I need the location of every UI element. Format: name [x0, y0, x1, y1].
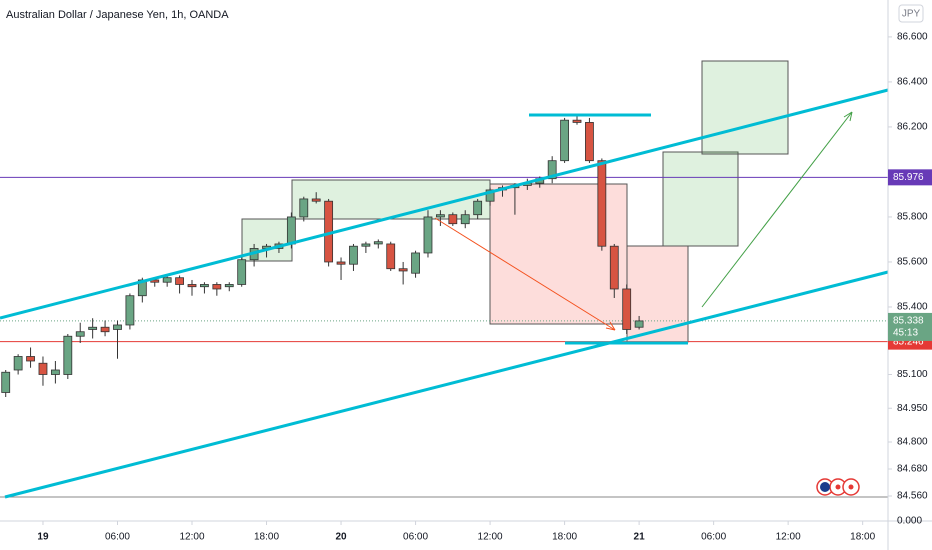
- candle-body: [361, 243, 371, 247]
- candle-body: [311, 198, 321, 202]
- y-tick-label: 84.680: [897, 464, 928, 475]
- candle-body: [560, 119, 569, 162]
- candle-body: [75, 331, 85, 337]
- x-tick-label: 06:00: [701, 532, 726, 543]
- candle-body: [572, 119, 582, 123]
- price-label-bg: [888, 169, 932, 186]
- currency-label[interactable]: JPY: [902, 9, 921, 20]
- candle-body: [336, 261, 346, 265]
- candle-body: [423, 216, 433, 254]
- candle-body: [100, 326, 110, 333]
- candle-body: [435, 214, 445, 218]
- price-label: 85.246: [893, 336, 924, 347]
- x-tick-label: 20: [335, 532, 347, 543]
- y-tick-label: 86.200: [897, 122, 928, 133]
- y-tick-label: 85.400: [897, 302, 928, 313]
- candle-body: [125, 295, 135, 326]
- rectangle: [701, 60, 789, 155]
- candle-body: [448, 214, 458, 225]
- candle-body: [63, 335, 73, 375]
- candle-body: [634, 320, 644, 328]
- overlay-drawings: [0, 88, 889, 499]
- candle-body: [597, 160, 607, 247]
- candle-body: [473, 200, 483, 216]
- candle-body: [162, 277, 172, 283]
- icon: [820, 482, 830, 492]
- candle-body: [26, 356, 35, 362]
- x-tick-label: 19: [37, 532, 49, 543]
- rectangle: [662, 151, 739, 247]
- candle-body: [200, 284, 209, 288]
- x-tick-label: 12:00: [179, 532, 204, 543]
- candle-body: [237, 259, 247, 285]
- candle-body: [609, 245, 619, 290]
- candle-body: [224, 284, 234, 288]
- y-tick-label: 86.400: [897, 77, 928, 88]
- countdown-label: 45:13: [893, 328, 918, 339]
- candle-body: [547, 160, 557, 180]
- candle-body: [187, 284, 197, 288]
- arrow: [434, 217, 616, 331]
- candle-body: [411, 252, 420, 274]
- candle-body: [585, 122, 594, 162]
- x-tick-label: 18:00: [552, 532, 577, 543]
- rectangle: [489, 183, 628, 325]
- channel-line: [4, 270, 889, 499]
- last-price-bg: [888, 312, 932, 341]
- x-tick-label: 18:00: [254, 532, 279, 543]
- y-tick-label: 84.800: [897, 437, 928, 448]
- candle-body: [349, 245, 358, 265]
- candle-body: [386, 243, 396, 270]
- x-tick-label: 12:00: [478, 532, 503, 543]
- candle-body: [398, 268, 408, 272]
- y-axis-label: 0.000: [897, 516, 922, 527]
- currency-button[interactable]: [898, 4, 924, 23]
- y-tick-label: 85.800: [897, 212, 928, 223]
- candle-body: [175, 277, 184, 285]
- y-tick-label: 84.950: [897, 403, 928, 414]
- candle-body: [50, 369, 60, 375]
- candle-body: [299, 198, 309, 218]
- arrow-head: [843, 111, 853, 122]
- candle-body: [113, 324, 122, 330]
- price-label: 85.976: [893, 172, 924, 183]
- x-tick-label: 18:00: [850, 532, 875, 543]
- chart-title: Australian Dollar / Japanese Yen, 1h, OA…: [6, 9, 229, 21]
- y-tick-label: 86.600: [897, 32, 928, 43]
- x-tick-label: 06:00: [105, 532, 130, 543]
- candle-body: [622, 288, 632, 330]
- arrow-head: [605, 321, 616, 331]
- icon: [835, 484, 841, 490]
- x-tick-label: 12:00: [776, 532, 801, 543]
- channel-line: [0, 88, 889, 320]
- axes: 86.600 86.400 86.200 85.800 85.600 85.400 85.1…: [37, 32, 932, 543]
- candle-body: [1, 371, 11, 393]
- icon: [848, 484, 854, 490]
- candle-body: [212, 284, 222, 290]
- x-tick-label: 21: [634, 532, 646, 543]
- y-tick-label: 84.560: [897, 491, 928, 502]
- candle-body: [373, 241, 383, 245]
- candle-body: [88, 326, 98, 330]
- logo-icons: [816, 478, 860, 496]
- candle-body: [485, 189, 495, 202]
- candle-body: [150, 279, 160, 283]
- candle-body: [460, 214, 470, 225]
- candle-body: [13, 356, 23, 371]
- arrow: [701, 111, 853, 308]
- y-tick-label: 85.600: [897, 257, 928, 268]
- y-tick-label: 85.100: [897, 369, 928, 380]
- candle-body: [38, 362, 48, 375]
- last-price-label: 85.338: [893, 316, 924, 327]
- candle-body: [286, 216, 296, 245]
- x-tick-label: 06:00: [403, 532, 428, 543]
